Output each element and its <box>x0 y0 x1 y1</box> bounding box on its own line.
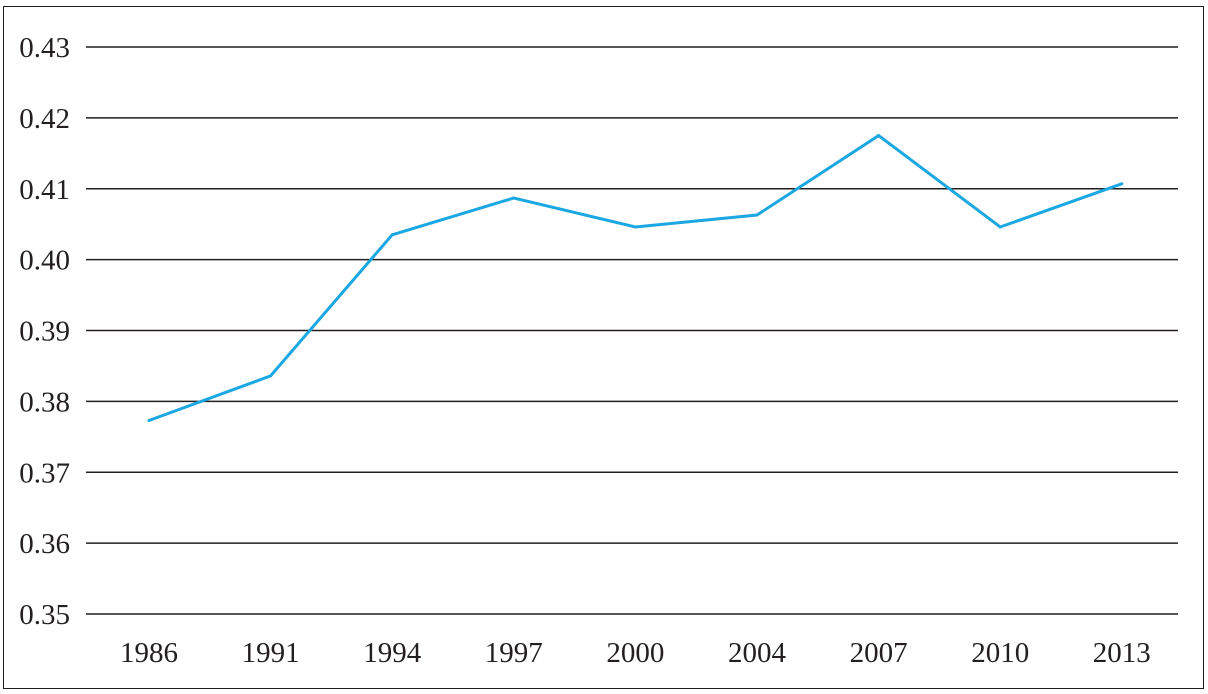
x-tick-label: 2010 <box>971 637 1029 669</box>
x-tick-label: 1986 <box>120 637 178 669</box>
x-tick-label: 2007 <box>850 637 908 669</box>
data-point <box>633 225 637 229</box>
y-tick-label: 0.42 <box>19 103 70 135</box>
data-point <box>755 213 759 217</box>
y-tick-label: 0.36 <box>19 528 70 560</box>
y-tick-label: 0.38 <box>19 386 70 418</box>
data-point <box>147 419 151 423</box>
chart-frame <box>3 6 1204 689</box>
y-tick-label: 0.37 <box>19 457 70 489</box>
data-point <box>998 225 1002 229</box>
y-axis-tick-labels: 0.35 0.36 0.37 0.38 0.39 0.40 0.41 0.42 0.43 <box>19 32 70 631</box>
x-axis-tick-labels: 1986 1991 1994 1997 2000 2004 2007 2010 2013 <box>120 637 1151 669</box>
y-tick-label: 0.40 <box>19 245 70 277</box>
gridlines <box>86 46 1178 615</box>
x-tick-label: 1994 <box>363 637 422 669</box>
x-tick-label: 2013 <box>1093 637 1151 669</box>
x-tick-label: 1997 <box>485 637 543 669</box>
y-tick-label: 0.41 <box>19 174 70 206</box>
x-tick-label: 1991 <box>242 637 300 669</box>
y-tick-label: 0.43 <box>19 32 70 64</box>
data-point <box>390 233 394 237</box>
x-tick-label: 2000 <box>606 637 664 669</box>
data-point <box>269 374 273 378</box>
data-point <box>877 134 881 138</box>
y-tick-label: 0.35 <box>19 599 70 631</box>
data-point <box>1120 182 1124 186</box>
series-group <box>147 133 1124 423</box>
y-tick-label: 0.39 <box>19 316 70 348</box>
data-point <box>512 196 516 200</box>
x-tick-label: 2004 <box>728 637 787 669</box>
series-line <box>148 133 1123 422</box>
